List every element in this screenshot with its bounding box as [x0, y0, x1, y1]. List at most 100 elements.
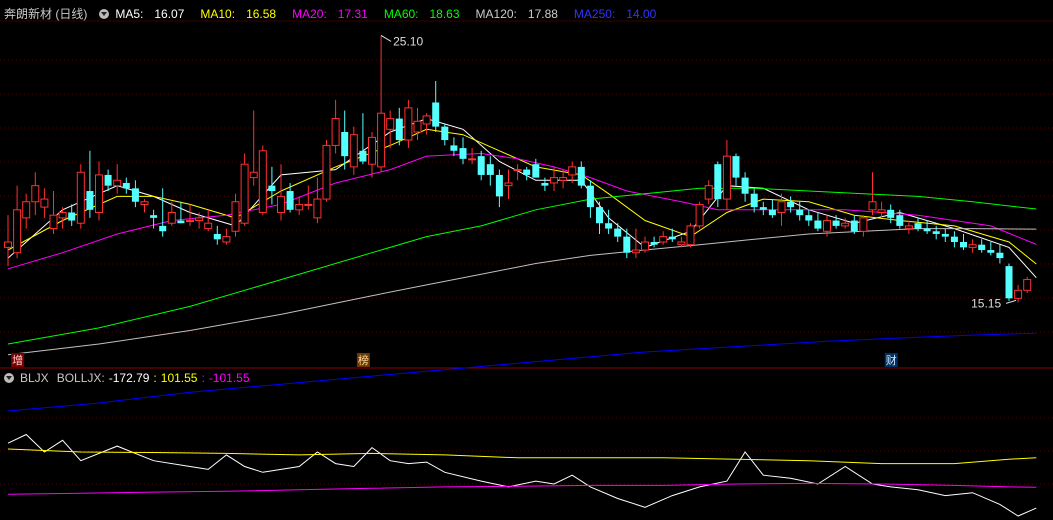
ma20-label: MA20: 17.31 — [292, 7, 368, 21]
candle-down — [896, 215, 904, 226]
candle-down — [486, 164, 494, 175]
candle-up — [204, 222, 213, 230]
candle-up — [904, 225, 913, 230]
candle-down — [932, 231, 940, 234]
candle-up — [95, 174, 103, 213]
candle-down — [177, 220, 185, 224]
sub-line-lb — [7, 482, 1037, 495]
candle-down — [750, 193, 758, 208]
candle-up — [550, 177, 558, 184]
candle-down — [650, 242, 658, 245]
candle-up — [186, 220, 194, 223]
candle-down — [532, 164, 540, 178]
candle-down — [987, 250, 995, 253]
candle-up — [58, 211, 67, 219]
candle-down — [441, 126, 449, 141]
candle-down — [614, 228, 622, 237]
ma-line-ma250 — [7, 332, 1037, 412]
candle-down — [787, 201, 795, 208]
candle-up — [422, 115, 431, 125]
candle-up — [468, 158, 477, 161]
candle-down — [523, 169, 531, 175]
candle-up — [76, 171, 85, 224]
ma5-label: MA5: 16.07 — [115, 7, 185, 21]
indicator-series: BOLLJX: — [56, 371, 105, 385]
candle-down — [978, 244, 986, 251]
candle-down — [359, 150, 367, 162]
candle-up — [859, 217, 868, 232]
candle-up — [677, 241, 686, 246]
candle-down — [395, 118, 403, 141]
candle-up — [377, 112, 386, 168]
candle-up — [258, 150, 267, 213]
candle-up — [195, 217, 204, 222]
candle-up — [167, 211, 176, 224]
candle-up — [777, 201, 786, 213]
candle-up — [140, 201, 149, 205]
candle-up — [877, 209, 886, 213]
dropdown-icon[interactable] — [99, 9, 110, 19]
event-marker — [884, 353, 898, 367]
candle-down — [268, 185, 276, 192]
candle-down — [131, 188, 139, 202]
candle-up — [4, 241, 12, 248]
candle-up — [1023, 279, 1032, 291]
separator: : — [153, 371, 157, 385]
candle-down — [459, 148, 467, 159]
candle-up — [559, 177, 568, 181]
candle-down — [341, 132, 349, 157]
candle-down — [714, 164, 722, 200]
candle-up — [386, 118, 395, 130]
event-marker — [356, 353, 370, 367]
candle-down — [477, 156, 485, 175]
candle-down — [596, 207, 603, 224]
candle-up — [40, 198, 49, 208]
candle-down — [741, 177, 749, 194]
candle-up — [513, 169, 522, 172]
candle-up — [331, 118, 340, 146]
upper-value: 101.55 — [160, 371, 198, 385]
sub-line-bolljx — [7, 433, 1037, 517]
indicator-name: BLJX — [20, 371, 49, 385]
sub-legend: BLJX BOLLJX: -172.79 : 101.55 : -101.55 — [4, 370, 258, 386]
chart-title: 奔朗新材 (日线) — [4, 7, 88, 21]
candle-down — [668, 236, 676, 240]
sub-line-ub — [7, 448, 1037, 465]
dropdown-icon[interactable] — [4, 373, 14, 383]
ma250-label: MA250: 14.00 — [573, 7, 657, 21]
candle-down — [159, 225, 167, 232]
candle-down — [960, 242, 967, 248]
candle-up — [695, 203, 704, 227]
candle-down — [286, 191, 294, 210]
candle-up — [113, 179, 122, 187]
event-marker-label: 榜 — [358, 353, 369, 367]
ma-line-ma120 — [7, 228, 1037, 356]
candle-up — [631, 249, 640, 254]
event-marker-label: 财 — [886, 353, 897, 367]
candle-up — [31, 185, 40, 203]
candle-down — [450, 145, 458, 151]
candle-down — [1005, 266, 1013, 299]
candle-down — [887, 209, 895, 218]
candle-up — [841, 222, 850, 227]
candle-down — [941, 233, 949, 237]
candle-down — [832, 220, 840, 226]
candle-up — [295, 203, 304, 211]
candle-up — [22, 201, 31, 219]
candle-up — [313, 198, 322, 219]
candle-down — [586, 185, 594, 208]
candle-up — [13, 209, 22, 254]
candle-up — [249, 171, 258, 179]
separator: : — [201, 371, 205, 385]
candle-down — [86, 191, 94, 210]
candle-up — [404, 107, 413, 141]
candle-down — [768, 209, 776, 216]
candle-down — [732, 156, 740, 178]
candle-down — [996, 252, 1004, 259]
candle-up — [277, 195, 285, 213]
candle-up — [304, 203, 313, 206]
candle-up — [1014, 289, 1023, 299]
candle-down — [495, 174, 503, 197]
candle-down — [796, 209, 804, 216]
